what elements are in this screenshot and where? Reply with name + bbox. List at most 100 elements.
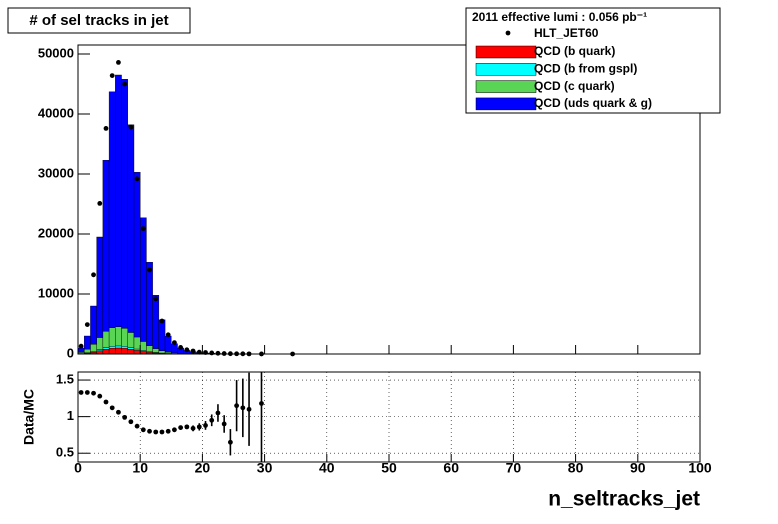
bar-segment <box>121 78 128 329</box>
bar-segment <box>139 217 147 342</box>
y-tick-label: 0 <box>67 345 74 360</box>
bar-segment <box>133 350 141 355</box>
bar-segment <box>121 346 128 349</box>
data-point <box>91 272 96 278</box>
y-tick-label: 30000 <box>38 165 74 180</box>
legend-label: QCD (uds quark & g) <box>534 96 652 110</box>
y-tick-label: 50000 <box>38 45 74 60</box>
bar-segment <box>102 349 110 355</box>
data-point <box>203 423 208 428</box>
legend-swatch <box>475 80 537 93</box>
data-point <box>184 424 190 430</box>
data-point <box>153 296 159 302</box>
bar-segment <box>133 348 141 351</box>
data-point <box>172 427 177 433</box>
data-point <box>128 419 134 425</box>
data-point <box>140 226 146 232</box>
x-tick-label: 50 <box>381 460 397 476</box>
data-point <box>109 73 115 78</box>
bar-segment <box>139 341 147 351</box>
data-point <box>215 410 221 416</box>
legend-label: QCD (c quark) <box>534 79 615 93</box>
x-tick-label: 40 <box>319 460 335 476</box>
data-point <box>215 350 221 356</box>
data-point <box>159 318 165 324</box>
data-point <box>78 390 84 395</box>
y-axis-label: Data/MC <box>21 389 37 445</box>
data-point <box>78 343 84 349</box>
data-point <box>153 429 159 435</box>
chart-title: # of sel tracks in jet <box>29 12 168 29</box>
data-point <box>209 417 215 423</box>
bar-segment <box>96 236 104 338</box>
data-point <box>140 427 146 433</box>
y-tick-label: 0.5 <box>56 445 74 460</box>
bar-segment <box>84 348 91 353</box>
x-tick-label: 10 <box>132 460 148 476</box>
bar-segment <box>146 345 153 352</box>
legend-swatch <box>475 63 537 76</box>
bar-segment <box>90 305 97 345</box>
x-tick-label: 100 <box>688 460 712 476</box>
x-tick-label: 60 <box>443 460 459 476</box>
data-point <box>178 345 184 350</box>
legend-swatch <box>475 97 537 111</box>
data-point <box>84 322 90 327</box>
data-point <box>116 409 121 415</box>
bar-segment <box>127 347 135 350</box>
data-point <box>196 424 202 430</box>
bar-segment <box>171 343 178 354</box>
data-point <box>159 429 165 435</box>
plot-frame <box>77 371 701 463</box>
bar-segment <box>115 326 122 347</box>
bar-segment <box>158 319 166 351</box>
x-tick-label: 30 <box>257 460 273 476</box>
bar-segment <box>102 331 110 348</box>
bar-segment <box>115 345 122 349</box>
bar-segment <box>84 335 91 350</box>
data-point <box>246 406 252 412</box>
bar-segment <box>127 124 135 333</box>
bar-segment <box>121 328 128 347</box>
y-tick-label: 1 <box>67 408 74 423</box>
data-point <box>147 428 152 434</box>
bar-segment <box>152 295 160 349</box>
data-point <box>116 60 121 65</box>
x-tick-label: 0 <box>74 460 82 476</box>
legend-label: QCD (b quark) <box>534 44 615 58</box>
x-tick-label: 20 <box>195 460 211 476</box>
legend-swatch <box>475 45 537 59</box>
legend-box <box>465 7 721 114</box>
x-axis-label: n_seltracks_jet <box>548 488 700 511</box>
data-point <box>221 421 227 427</box>
bar-segment <box>108 327 116 347</box>
data-point <box>165 332 171 338</box>
data-point <box>240 405 246 411</box>
data-point <box>190 425 196 431</box>
y-tick-label: 20000 <box>38 225 74 240</box>
data-point <box>97 201 103 206</box>
data-point <box>147 267 152 273</box>
bar-segment <box>77 347 85 353</box>
data-point <box>190 348 196 354</box>
legend-label: HLT_JET60 <box>534 26 599 40</box>
data-point <box>134 176 140 182</box>
bar-segment <box>152 348 160 353</box>
bar-segment <box>164 335 172 353</box>
bar-segment <box>108 348 116 355</box>
data-point <box>84 390 90 395</box>
data-point <box>128 124 134 130</box>
data-point <box>178 425 184 431</box>
data-point <box>122 414 128 420</box>
bar-segment <box>127 332 135 348</box>
data-point <box>234 403 240 409</box>
y-tick-label: 10000 <box>38 285 74 300</box>
data-point <box>172 340 177 345</box>
plot-area <box>78 372 700 462</box>
legend-marker <box>505 30 511 36</box>
bar-segment <box>102 347 110 350</box>
bar-segment <box>121 348 128 355</box>
data-point <box>134 423 140 429</box>
data-point <box>91 390 96 396</box>
